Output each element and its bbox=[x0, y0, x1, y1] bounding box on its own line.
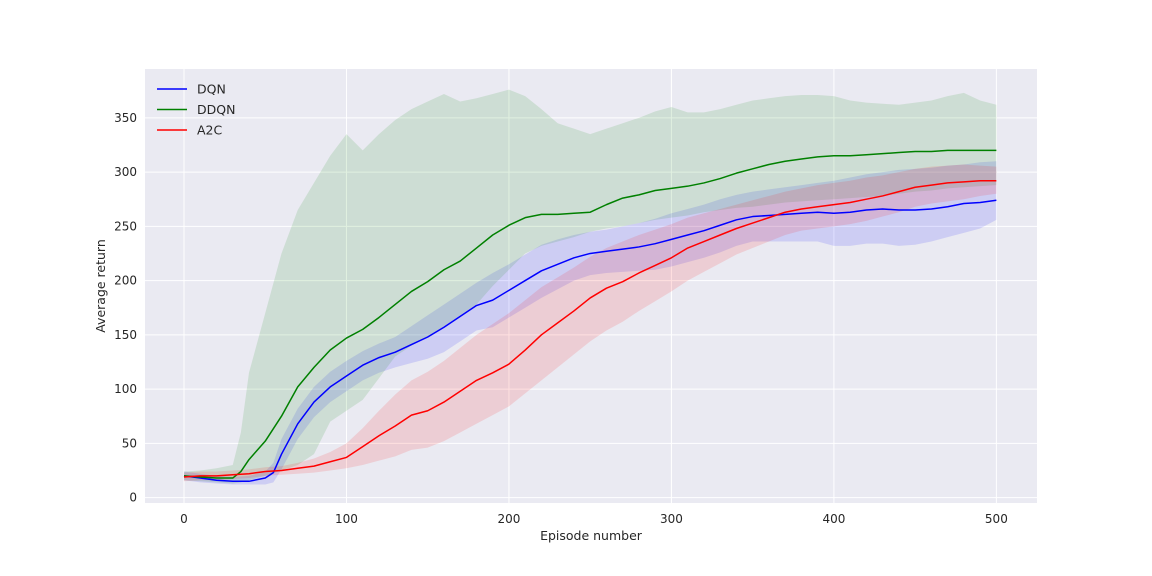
legend-label-a2c: A2C bbox=[197, 123, 223, 138]
y-tick-label: 200 bbox=[114, 274, 137, 288]
x-tick-label: 400 bbox=[822, 512, 845, 526]
x-tick-label: 300 bbox=[660, 512, 683, 526]
x-tick-label: 0 bbox=[180, 512, 188, 526]
y-tick-label: 300 bbox=[114, 165, 137, 179]
dqn-line bbox=[183, 199, 997, 483]
y-axis-label: Average return bbox=[93, 239, 108, 333]
y-tick-label: 150 bbox=[114, 328, 137, 342]
ddqn-line bbox=[183, 149, 997, 479]
x-tick-labels: 0 100 200 300 400 500 bbox=[180, 512, 1008, 526]
a2c-band bbox=[183, 164, 997, 482]
series-lines bbox=[183, 149, 997, 483]
y-tick-labels: 0 50 100 150 200 250 300 350 bbox=[114, 111, 137, 505]
ddqn-band bbox=[183, 89, 997, 484]
y-tick-label: 100 bbox=[114, 382, 137, 396]
x-axis-label: Episode number bbox=[540, 528, 643, 543]
a2c-line bbox=[183, 180, 997, 478]
dqn-band bbox=[183, 161, 997, 485]
confidence-bands bbox=[183, 89, 997, 485]
y-tick-label: 350 bbox=[114, 111, 137, 125]
legend-label-ddqn: DDQN bbox=[197, 102, 235, 117]
y-tick-label: 50 bbox=[122, 436, 137, 450]
legend: DQN DDQN A2C bbox=[157, 82, 235, 138]
x-tick-label: 200 bbox=[497, 512, 520, 526]
y-tick-label: 0 bbox=[129, 491, 137, 505]
grid bbox=[145, 69, 1037, 503]
y-tick-label: 250 bbox=[114, 219, 137, 233]
legend-label-dqn: DQN bbox=[197, 82, 226, 97]
x-tick-label: 100 bbox=[335, 512, 358, 526]
x-tick-label: 500 bbox=[985, 512, 1008, 526]
